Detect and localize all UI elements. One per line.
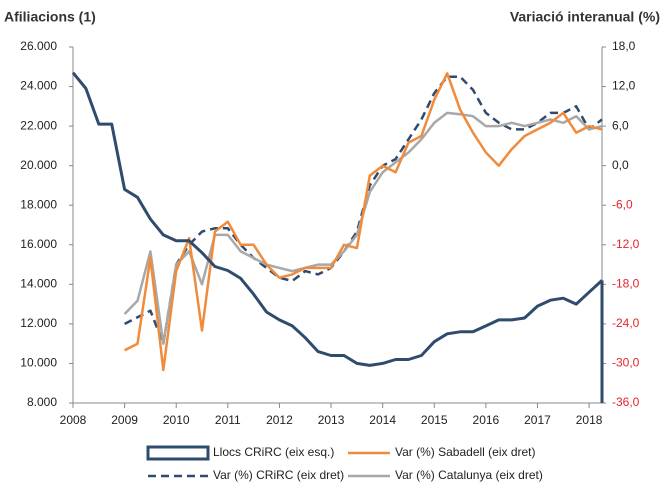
y-tick-label: 22.000: [20, 118, 57, 132]
y-tick-label: 20.000: [20, 158, 57, 172]
legend-swatch: [146, 445, 210, 461]
series-line: [71, 71, 604, 367]
x-tick-label: 2011: [215, 413, 241, 427]
y-tick-label: 8.000: [27, 395, 57, 409]
y-tick-label: 16.000: [20, 237, 57, 251]
y-tick-label: 24.000: [20, 79, 57, 93]
x-tick-label: 2014: [369, 413, 396, 427]
legend-label: Var (%) Catalunya (eix dret): [395, 468, 543, 482]
y2-tick-label: 0,0: [612, 158, 629, 172]
y2-tick-label: -36,0: [612, 395, 640, 409]
x-tick-label: 2015: [421, 413, 448, 427]
x-tick-label: 2012: [266, 413, 293, 427]
y-tick-label: 26.000: [20, 39, 57, 53]
y2-tick-label: 12,0: [612, 79, 636, 93]
y2-tick-label: -12,0: [612, 237, 640, 251]
y2-tick-label: -18,0: [612, 277, 640, 291]
y2-tick-label: -6,0: [612, 197, 633, 211]
y2-tick-label: -24,0: [612, 316, 640, 330]
y2-axis-title: Variació interanual (%): [510, 9, 660, 25]
chart-title: Afiliacions (1): [4, 9, 96, 25]
x-tick-label: 2016: [473, 413, 500, 427]
legend-label: Llocs CRiRC (eix esq.): [213, 445, 334, 459]
y2-tick-label: -30,0: [612, 356, 640, 370]
x-tick-label: 2010: [163, 413, 190, 427]
x-tick-label: 2008: [60, 413, 87, 427]
y2-tick-label: 18,0: [612, 39, 636, 53]
y-tick-label: 10.000: [20, 356, 57, 370]
series-line: [123, 111, 603, 345]
y-tick-label: 18.000: [20, 197, 57, 211]
x-tick-label: 2018: [576, 413, 603, 427]
legend-label: Var (%) CRiRC (eix dret): [213, 468, 344, 482]
legend-label: Var (%) Sabadell (eix dret): [395, 445, 536, 459]
x-tick-label: 2009: [111, 413, 138, 427]
series-line: [124, 72, 603, 372]
y-tick-label: 12.000: [20, 316, 57, 330]
y-tick-label: 14.000: [20, 277, 57, 291]
x-tick-label: 2017: [524, 413, 551, 427]
x-tick-label: 2013: [318, 413, 345, 427]
y2-tick-label: 6,0: [612, 118, 629, 132]
